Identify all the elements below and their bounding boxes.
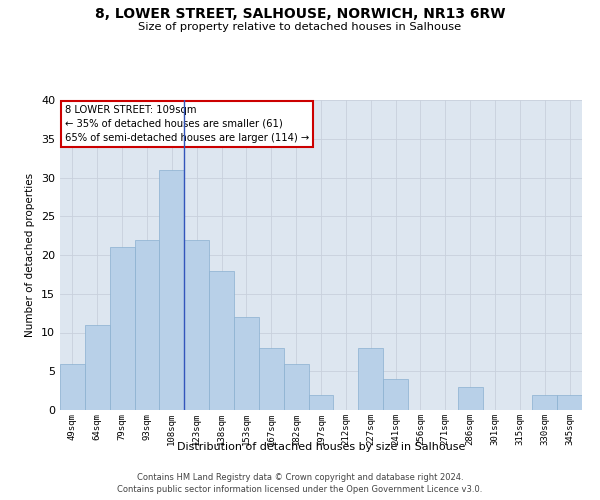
Text: Size of property relative to detached houses in Salhouse: Size of property relative to detached ho… xyxy=(139,22,461,32)
Bar xyxy=(284,364,308,410)
Bar xyxy=(60,364,85,410)
Bar xyxy=(557,394,582,410)
Y-axis label: Number of detached properties: Number of detached properties xyxy=(25,173,35,337)
Bar xyxy=(110,247,134,410)
Bar xyxy=(308,394,334,410)
Text: Distribution of detached houses by size in Salhouse: Distribution of detached houses by size … xyxy=(177,442,465,452)
Bar xyxy=(358,348,383,410)
Bar xyxy=(383,379,408,410)
Bar xyxy=(184,240,209,410)
Bar xyxy=(160,170,184,410)
Bar xyxy=(134,240,160,410)
Bar xyxy=(532,394,557,410)
Text: Contains public sector information licensed under the Open Government Licence v3: Contains public sector information licen… xyxy=(118,485,482,494)
Bar xyxy=(85,325,110,410)
Bar xyxy=(259,348,284,410)
Text: 8 LOWER STREET: 109sqm
← 35% of detached houses are smaller (61)
65% of semi-det: 8 LOWER STREET: 109sqm ← 35% of detached… xyxy=(65,104,310,142)
Bar xyxy=(458,387,482,410)
Text: Contains HM Land Registry data © Crown copyright and database right 2024.: Contains HM Land Registry data © Crown c… xyxy=(137,472,463,482)
Text: 8, LOWER STREET, SALHOUSE, NORWICH, NR13 6RW: 8, LOWER STREET, SALHOUSE, NORWICH, NR13… xyxy=(95,8,505,22)
Bar xyxy=(234,317,259,410)
Bar xyxy=(209,270,234,410)
